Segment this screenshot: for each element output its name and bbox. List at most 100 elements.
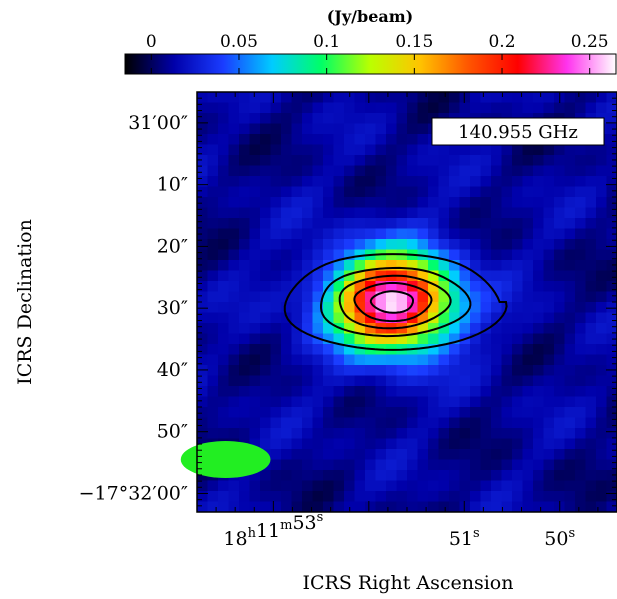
heatmap-pixel bbox=[260, 417, 272, 429]
heatmap-pixel bbox=[459, 417, 471, 429]
heatmap-pixel bbox=[270, 470, 282, 482]
heatmap-pixel bbox=[522, 323, 534, 335]
heatmap-pixel bbox=[480, 165, 492, 177]
heatmap-pixel bbox=[554, 375, 566, 387]
heatmap-pixel bbox=[480, 428, 492, 440]
heatmap-pixel bbox=[543, 417, 555, 429]
heatmap-pixel bbox=[480, 291, 492, 303]
heatmap-pixel bbox=[522, 470, 534, 482]
heatmap-pixel bbox=[543, 365, 555, 377]
heatmap-pixel bbox=[554, 438, 566, 450]
heatmap-pixel bbox=[344, 239, 356, 251]
heatmap-pixel bbox=[228, 428, 240, 440]
heatmap-pixel bbox=[228, 291, 240, 303]
heatmap-pixel bbox=[218, 396, 230, 408]
heatmap-pixel bbox=[501, 365, 513, 377]
heatmap-pixel bbox=[218, 207, 230, 219]
heatmap-pixel bbox=[396, 291, 408, 303]
heatmap-pixel bbox=[449, 155, 461, 167]
heatmap-pixel bbox=[554, 449, 566, 461]
heatmap-pixel bbox=[512, 417, 524, 429]
heatmap-pixel bbox=[375, 375, 387, 387]
heatmap-pixel bbox=[522, 270, 534, 282]
heatmap-pixel bbox=[281, 144, 293, 156]
heatmap-pixel bbox=[375, 218, 387, 230]
heatmap-pixel bbox=[386, 102, 398, 114]
heatmap-pixel bbox=[470, 102, 482, 114]
heatmap-pixel bbox=[270, 449, 282, 461]
heatmap-pixel bbox=[596, 281, 608, 293]
heatmap-pixel bbox=[218, 354, 230, 366]
heatmap-pixel bbox=[596, 155, 608, 167]
heatmap-pixel bbox=[596, 207, 608, 219]
heatmap-pixel bbox=[197, 155, 209, 167]
heatmap-pixel bbox=[228, 365, 240, 377]
heatmap-pixel bbox=[323, 270, 335, 282]
heatmap-pixel bbox=[270, 302, 282, 314]
heatmap-pixel bbox=[543, 302, 555, 314]
heatmap-pixel bbox=[291, 354, 303, 366]
heatmap-pixel bbox=[470, 386, 482, 398]
heatmap-pixel bbox=[575, 407, 587, 419]
heatmap-pixel bbox=[533, 491, 545, 503]
heatmap-pixel bbox=[417, 491, 429, 503]
heatmap-pixel bbox=[239, 218, 251, 230]
heatmap-pixel bbox=[428, 239, 440, 251]
heatmap-pixel bbox=[449, 312, 461, 324]
heatmap-pixel bbox=[386, 491, 398, 503]
heatmap-pixel bbox=[564, 386, 576, 398]
heatmap-pixel bbox=[512, 218, 524, 230]
heatmap-pixel bbox=[218, 291, 230, 303]
heatmap-pixel bbox=[239, 417, 251, 429]
heatmap-pixel bbox=[522, 365, 534, 377]
colorbar-tick-label: 0.05 bbox=[220, 32, 258, 52]
heatmap-pixel bbox=[218, 417, 230, 429]
heatmap-pixel bbox=[533, 260, 545, 272]
heatmap-pixel bbox=[249, 365, 261, 377]
heatmap-pixel bbox=[312, 491, 324, 503]
heatmap-pixel bbox=[417, 207, 429, 219]
heatmap-pixel bbox=[312, 207, 324, 219]
heatmap-pixel bbox=[491, 281, 503, 293]
heatmap-pixel bbox=[333, 144, 345, 156]
heatmap-pixel bbox=[375, 449, 387, 461]
heatmap-pixel bbox=[354, 417, 366, 429]
heatmap-pixel bbox=[501, 239, 513, 251]
heatmap-pixel bbox=[218, 92, 230, 104]
heatmap-pixel bbox=[323, 449, 335, 461]
heatmap-pixel bbox=[333, 197, 345, 209]
heatmap-pixel bbox=[449, 260, 461, 272]
heatmap-pixel bbox=[449, 480, 461, 492]
heatmap-pixel bbox=[291, 312, 303, 324]
heatmap-pixel bbox=[543, 407, 555, 419]
heatmap-pixel bbox=[606, 333, 617, 345]
heatmap-pixel bbox=[501, 501, 513, 512]
heatmap-pixel bbox=[575, 239, 587, 251]
heatmap-pixel bbox=[596, 249, 608, 261]
heatmap-pixel bbox=[312, 396, 324, 408]
heatmap-pixel bbox=[260, 375, 272, 387]
heatmap-pixel bbox=[239, 239, 251, 251]
heatmap-pixel bbox=[270, 218, 282, 230]
heatmap-pixel bbox=[270, 428, 282, 440]
heatmap-pixel bbox=[333, 281, 345, 293]
heatmap-pixel bbox=[470, 375, 482, 387]
heatmap-pixel bbox=[386, 123, 398, 135]
heatmap-pixel bbox=[323, 186, 335, 198]
heatmap-pixel bbox=[428, 449, 440, 461]
heatmap-pixel bbox=[596, 501, 608, 512]
heatmap-pixel bbox=[333, 365, 345, 377]
heatmap-pixel bbox=[575, 186, 587, 198]
heatmap-pixel bbox=[606, 459, 617, 471]
heatmap-pixel bbox=[260, 92, 272, 104]
heatmap-pixel bbox=[291, 291, 303, 303]
heatmap-pixel bbox=[302, 428, 314, 440]
heatmap-pixel bbox=[281, 459, 293, 471]
heatmap-pixel bbox=[323, 354, 335, 366]
heatmap-pixel bbox=[228, 134, 240, 146]
heatmap-pixel bbox=[291, 102, 303, 114]
heatmap-pixel bbox=[344, 260, 356, 272]
heatmap-pixel bbox=[218, 165, 230, 177]
heatmap-pixel bbox=[323, 113, 335, 125]
heatmap-pixel bbox=[407, 417, 419, 429]
